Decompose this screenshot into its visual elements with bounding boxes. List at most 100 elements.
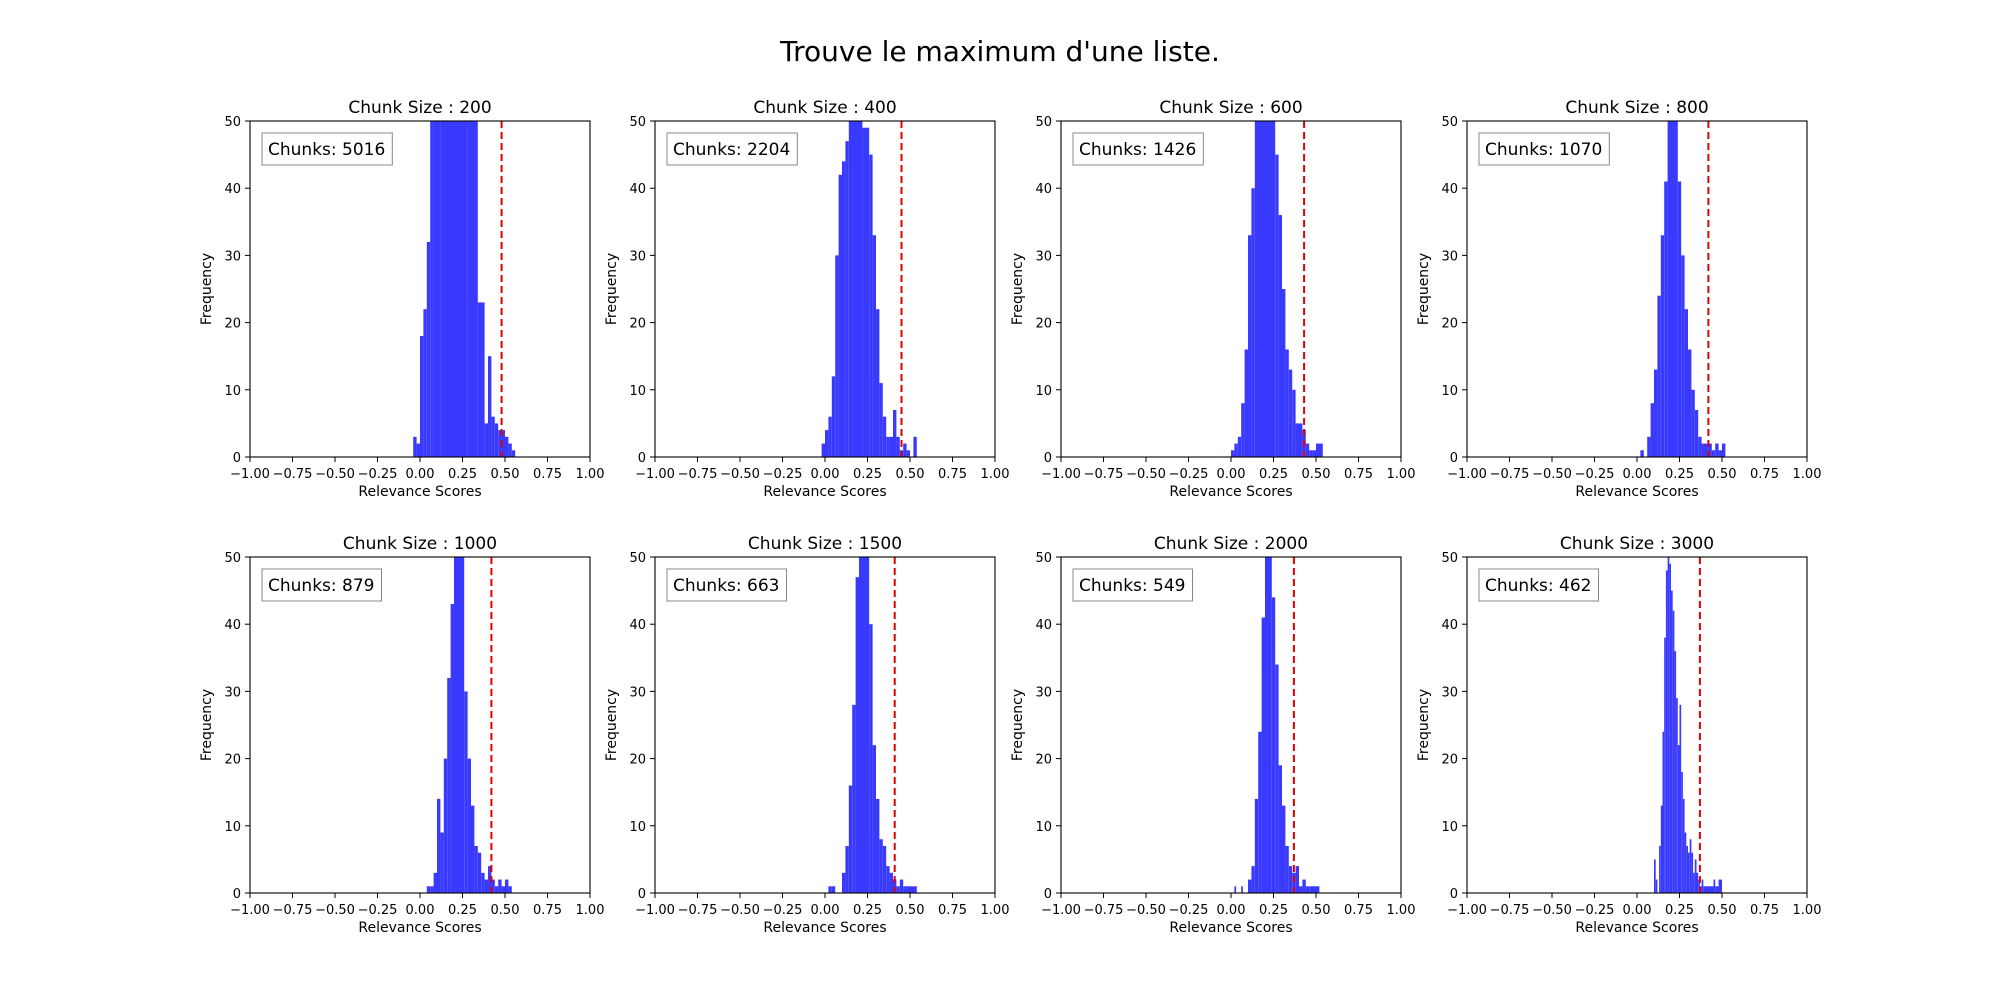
x-tick-label: −1.00 xyxy=(635,467,675,482)
histogram-bar xyxy=(876,798,880,893)
chunks-annotation: Chunks: 5016 xyxy=(261,132,393,166)
x-tick-label: −0.75 xyxy=(273,903,313,918)
histogram-bar xyxy=(505,879,509,893)
y-tick-label: 50 xyxy=(629,115,646,130)
annotation-box xyxy=(261,568,382,602)
annotation-box xyxy=(1072,132,1204,166)
histogram-bar xyxy=(488,866,492,893)
y-tick-label: 30 xyxy=(1441,685,1458,700)
histogram-bar xyxy=(1705,886,1714,893)
histogram-bars xyxy=(413,121,516,457)
histogram-bar xyxy=(886,436,890,457)
histogram-bar xyxy=(481,872,485,893)
annotation-text: Chunks: 5016 xyxy=(268,140,385,160)
x-tick-label: 0.50 xyxy=(896,467,925,482)
histogram-bar xyxy=(1654,369,1658,457)
histogram-bar xyxy=(1708,443,1712,457)
histogram-bar xyxy=(1271,597,1276,893)
x-tick-label: 0.00 xyxy=(811,467,840,482)
axes-frame xyxy=(1466,120,1808,458)
histogram-bars xyxy=(1640,121,1726,458)
x-tick-label: −1.00 xyxy=(1041,903,1081,918)
chunks-annotation: Chunks: 879 xyxy=(261,568,382,602)
histogram-bar xyxy=(1654,859,1656,893)
histogram-bars xyxy=(828,557,917,893)
x-tick-label: 0.25 xyxy=(1665,903,1694,918)
x-tick-label: 0.50 xyxy=(1708,903,1737,918)
histogram-bar xyxy=(893,879,897,893)
x-tick-label: 0.00 xyxy=(1623,467,1652,482)
chunks-annotation: Chunks: 462 xyxy=(1478,568,1599,602)
y-tick-label: 20 xyxy=(1441,753,1458,768)
histogram-bar xyxy=(1672,610,1675,893)
histogram-bar xyxy=(1248,879,1252,893)
histogram-bar xyxy=(1254,121,1265,457)
axes-frame xyxy=(1466,556,1808,894)
x-tick-label: 0.25 xyxy=(448,903,477,918)
histogram-bar xyxy=(1234,443,1238,457)
histogram-bar xyxy=(454,557,465,893)
histogram-bar xyxy=(1686,845,1688,893)
histogram-bar xyxy=(501,886,505,893)
y-tick-label: 50 xyxy=(224,115,241,130)
histogram-bar xyxy=(1655,879,1658,893)
histogram-bar xyxy=(440,121,454,457)
subplot-title: Chunk Size : 2000 xyxy=(1154,534,1308,554)
y-tick-label: 10 xyxy=(224,384,241,399)
x-tick-label: −0.25 xyxy=(1169,903,1209,918)
x-tick-label: −0.50 xyxy=(1126,467,1166,482)
histogram-bar xyxy=(862,127,870,457)
histogram-bar xyxy=(845,141,849,457)
histogram-bar xyxy=(1316,443,1323,457)
y-tick-label: 20 xyxy=(629,753,646,768)
histogram-bar xyxy=(886,866,890,893)
histogram-bar xyxy=(1261,617,1265,893)
y-tick-label: 30 xyxy=(629,685,646,700)
histogram-bar xyxy=(1237,436,1242,457)
y-tick-label: 10 xyxy=(1035,384,1052,399)
histogram-panel: −1.00 −0.75 −0.50 −0.25 0.00 0.25 0.50 0.75 1.00… xyxy=(199,534,604,936)
x-tick-label: −1.00 xyxy=(635,903,675,918)
histogram-bar xyxy=(1309,450,1313,457)
histogram-bar xyxy=(1282,805,1286,893)
histogram-bar xyxy=(1305,443,1310,457)
annotation-box xyxy=(666,132,798,166)
histogram-bar xyxy=(1275,154,1279,457)
histogram-bar xyxy=(838,174,842,457)
histogram-bar xyxy=(1711,450,1716,457)
histogram-bar xyxy=(1275,664,1279,893)
histogram-bars xyxy=(1231,121,1323,457)
axes-frame xyxy=(1060,556,1402,894)
histogram-bar xyxy=(494,423,499,457)
x-tick-label: −0.75 xyxy=(273,467,313,482)
histogram-bar xyxy=(477,302,485,457)
annotation-text: Chunks: 1426 xyxy=(1079,140,1196,160)
y-tick-label: 30 xyxy=(224,249,241,264)
histogram-bar xyxy=(471,805,475,893)
histogram-bar xyxy=(848,121,863,457)
annotation-text: Chunks: 879 xyxy=(268,576,374,596)
x-tick-label: 0.25 xyxy=(1259,467,1288,482)
y-tick-label: 40 xyxy=(1035,618,1052,633)
annotation-text: Chunks: 2204 xyxy=(673,140,790,160)
subplot-title: Chunk Size : 400 xyxy=(753,98,896,118)
y-tick-label: 40 xyxy=(224,618,241,633)
histogram-bar xyxy=(498,879,502,893)
histogram-bars xyxy=(426,557,512,893)
y-tick-label: 40 xyxy=(1441,618,1458,633)
x-tick-label: −0.50 xyxy=(315,467,355,482)
histogram-bar xyxy=(1278,765,1282,893)
histogram-bar xyxy=(1715,443,1719,457)
histogram-bar xyxy=(1295,423,1299,457)
histogram-bar xyxy=(889,872,893,893)
histogram-bar xyxy=(467,121,478,457)
histogram-bar xyxy=(903,443,907,457)
y-tick-label: 10 xyxy=(1441,820,1458,835)
x-axis-label: Relevance Scores xyxy=(1169,484,1292,500)
x-tick-label: 0.00 xyxy=(406,467,435,482)
y-tick-label: 20 xyxy=(1035,317,1052,332)
histogram-bar xyxy=(1671,121,1678,457)
x-axis-label: Relevance Scores xyxy=(1575,920,1698,936)
chunks-annotation: Chunks: 2204 xyxy=(666,132,798,166)
